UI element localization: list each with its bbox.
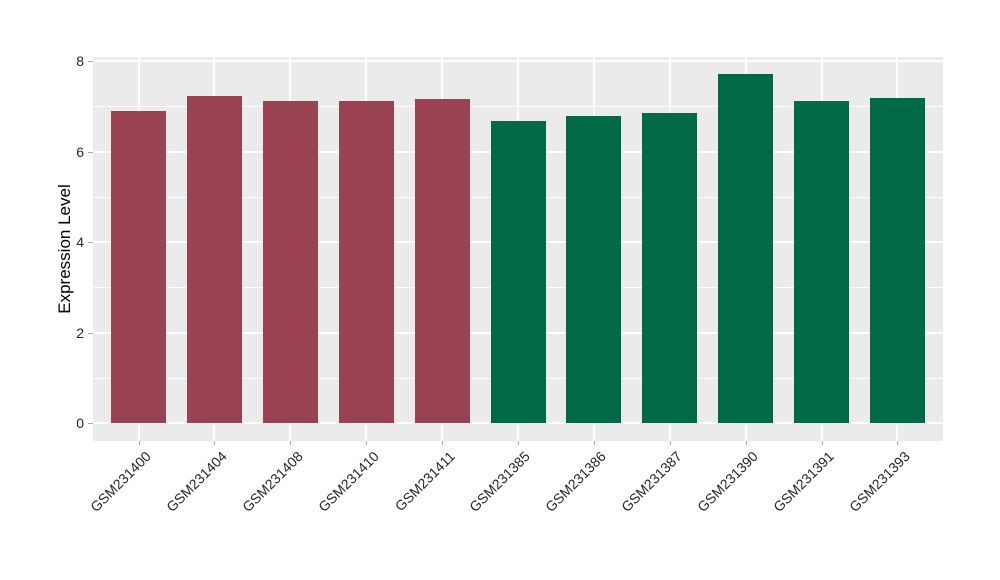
x-axis-tick-mark bbox=[214, 441, 216, 445]
bar-GSM231390 bbox=[718, 74, 774, 423]
x-axis-tick-label: GSM231408 bbox=[238, 448, 306, 515]
y-axis-tick-mark bbox=[88, 242, 93, 243]
bar-GSM231385 bbox=[490, 121, 546, 423]
y-axis-tick-label: 8 bbox=[76, 53, 84, 69]
y-axis-tick-mark bbox=[88, 61, 93, 62]
x-axis-tick-mark bbox=[442, 441, 444, 445]
x-axis-tick-mark bbox=[669, 441, 671, 445]
y-axis-tick-label: 0 bbox=[76, 415, 84, 431]
y-axis-tick-mark bbox=[88, 151, 93, 153]
x-axis-tick-mark bbox=[518, 441, 519, 445]
x-axis-tick-label: GSM231391 bbox=[769, 448, 837, 515]
x-axis-tick-mark bbox=[745, 441, 747, 445]
y-axis-tick-label: 4 bbox=[76, 234, 84, 250]
x-axis-tick-label: GSM231411 bbox=[391, 448, 458, 515]
x-axis-tick-mark bbox=[290, 441, 292, 445]
x-axis-tick-label: GSM231410 bbox=[314, 448, 382, 515]
y-axis-tick-label: 2 bbox=[76, 324, 84, 341]
bar-GSM231393 bbox=[869, 98, 925, 423]
bar-GSM231400 bbox=[111, 110, 167, 423]
x-axis-tick-label: GSM231385 bbox=[466, 448, 534, 515]
bar-GSM231386 bbox=[566, 116, 622, 423]
x-axis-tick-label: GSM231404 bbox=[162, 448, 230, 515]
plot-panel bbox=[93, 57, 943, 441]
bar-GSM231408 bbox=[262, 100, 318, 423]
x-axis-tick-label: GSM231400 bbox=[86, 448, 154, 515]
y-axis-title: Expression Level bbox=[55, 184, 74, 314]
bar-GSM231387 bbox=[642, 113, 698, 423]
x-axis-tick-label: GSM231393 bbox=[845, 448, 913, 515]
y-axis-tick-mark bbox=[88, 423, 93, 424]
bar-GSM231391 bbox=[794, 100, 850, 423]
y-axis-tick-mark bbox=[88, 332, 93, 334]
x-axis-tick-mark bbox=[821, 441, 823, 445]
bar-GSM231411 bbox=[414, 98, 470, 423]
x-axis-tick-label: GSM231390 bbox=[694, 448, 762, 515]
x-axis-tick-mark bbox=[897, 441, 899, 445]
x-axis-tick-label: GSM231387 bbox=[618, 448, 686, 515]
bar-GSM231410 bbox=[338, 101, 394, 423]
y-axis-tick-label: 6 bbox=[76, 143, 84, 160]
x-axis-tick-mark bbox=[593, 441, 595, 445]
bar-GSM231404 bbox=[186, 96, 242, 423]
x-axis-tick-mark bbox=[366, 441, 368, 445]
x-axis-tick-mark bbox=[138, 441, 140, 445]
x-axis-tick-label: GSM231386 bbox=[542, 448, 610, 515]
